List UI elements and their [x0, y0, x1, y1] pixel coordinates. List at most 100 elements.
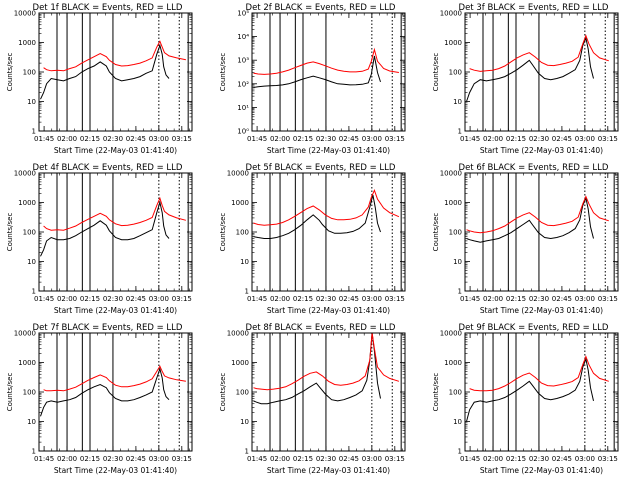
x-tick-label: 03:15	[385, 135, 405, 143]
plot-frame	[251, 172, 406, 292]
y-tick-label: 100	[23, 389, 36, 397]
series-lld	[43, 196, 187, 231]
series-lld	[469, 34, 609, 72]
y-tick-label: 100	[236, 389, 249, 397]
x-tick-label: 01:45	[247, 455, 267, 463]
y-tick-label: 100	[236, 229, 249, 237]
x-axis-label: Start Time (22-May-03 01:41:40)	[267, 466, 390, 475]
series-events	[253, 55, 381, 88]
x-tick-label: 02:45	[552, 455, 572, 463]
y-axis-label: Counts/sec	[432, 373, 440, 412]
panel-8: Det 8f BLACK = Events, RED = LLD Counts/s…	[219, 323, 406, 475]
series-lld	[43, 40, 187, 72]
y-axis-label: Counts/sec	[432, 213, 440, 252]
x-tick-label: 02:00	[57, 135, 77, 143]
x-tick-label: 03:00	[149, 455, 169, 463]
plot-frame	[38, 12, 193, 132]
y-axis-label: Counts/sec	[219, 213, 227, 252]
y-tick-label: 10	[27, 418, 36, 426]
y-tick-label: 1	[32, 288, 36, 296]
panel-1: Det 1f BLACK = Events, RED = LLD Counts/s…	[6, 3, 193, 155]
x-tick-label: 02:30	[103, 295, 123, 303]
series-lld	[469, 355, 609, 392]
y-tick-label: 10000	[227, 330, 249, 338]
x-tick-label: 02:30	[103, 135, 123, 143]
y-tick-label: 10000	[14, 170, 36, 178]
series-events	[466, 357, 594, 422]
x-tick-label: 03:15	[598, 295, 618, 303]
x-tick-label: 02:00	[270, 135, 290, 143]
x-axis-label: Start Time (22-May-03 01:41:40)	[267, 146, 390, 155]
x-tick-label: 02:00	[270, 455, 290, 463]
y-tick-label: 10	[453, 418, 462, 426]
x-tick-label: 03:15	[172, 135, 192, 143]
y-tick-label: 10	[453, 258, 462, 266]
y-tick-label: 10	[240, 258, 249, 266]
x-tick-label: 03:00	[149, 135, 169, 143]
series-lld	[253, 333, 400, 391]
x-tick-label: 02:30	[529, 455, 549, 463]
x-tick-label: 03:00	[149, 295, 169, 303]
x-tick-label: 03:00	[362, 455, 382, 463]
series-events	[40, 43, 170, 100]
plot-frame	[464, 12, 619, 132]
x-tick-label: 02:15	[506, 135, 526, 143]
y-tick-label: 1	[458, 288, 462, 296]
x-tick-label: 03:00	[362, 135, 382, 143]
y-tick-label: 10	[240, 418, 249, 426]
x-tick-label: 02:45	[339, 135, 359, 143]
x-tick-label: 03:00	[575, 135, 595, 143]
x-tick-label: 02:45	[126, 135, 146, 143]
x-tick-label: 02:00	[57, 295, 77, 303]
panel-5: Det 5f BLACK = Events, RED = LLD Counts/s…	[219, 163, 406, 315]
y-tick-label: 1000	[444, 39, 462, 47]
series-events	[253, 333, 381, 405]
x-tick-label: 02:30	[316, 135, 336, 143]
y-tick-label: 10000	[14, 330, 36, 338]
x-tick-label: 03:15	[172, 455, 192, 463]
y-tick-label: 100	[23, 69, 36, 77]
x-tick-label: 02:00	[483, 135, 503, 143]
x-axis-label: Start Time (22-May-03 01:41:40)	[54, 306, 177, 315]
panel-title: Det 9f BLACK = Events, RED = LLD	[459, 323, 609, 333]
y-tick-label: 10	[27, 98, 36, 106]
x-tick-label: 02:45	[552, 135, 572, 143]
panel-title: Det 7f BLACK = Events, RED = LLD	[33, 323, 183, 333]
series-events	[40, 200, 170, 257]
x-tick-label: 03:00	[362, 295, 382, 303]
panel-title: Det 6f BLACK = Events, RED = LLD	[459, 163, 609, 173]
y-tick-label: 10²	[237, 80, 249, 88]
y-tick-label: 1	[458, 128, 462, 136]
plot-frame	[464, 332, 619, 452]
y-tick-label: 1000	[18, 359, 36, 367]
x-tick-label: 02:45	[126, 295, 146, 303]
x-axis-label: Start Time (22-May-03 01:41:40)	[480, 306, 603, 315]
panel-6: Det 6f BLACK = Events, RED = LLD Counts/s…	[432, 163, 619, 315]
series-lld	[43, 365, 186, 392]
y-tick-label: 1000	[444, 199, 462, 207]
panel-title: Det 1f BLACK = Events, RED = LLD	[33, 3, 183, 13]
x-tick-label: 02:00	[57, 455, 77, 463]
panel-title: Det 5f BLACK = Events, RED = LLD	[246, 163, 396, 173]
y-tick-label: 100	[449, 389, 462, 397]
x-tick-label: 03:15	[385, 295, 405, 303]
x-tick-label: 02:15	[506, 455, 526, 463]
series-events	[466, 196, 594, 243]
y-tick-label: 1	[245, 288, 249, 296]
plot-frame	[38, 332, 193, 452]
series-lld	[253, 188, 400, 226]
y-tick-label: 10⁵	[237, 10, 249, 18]
y-axis-label: Counts/sec	[6, 373, 14, 412]
x-tick-label: 03:15	[598, 455, 618, 463]
y-tick-label: 10³	[237, 57, 249, 65]
y-tick-label: 1	[458, 448, 462, 456]
x-tick-label: 03:15	[385, 455, 405, 463]
x-tick-label: 02:15	[506, 295, 526, 303]
y-axis-label: Counts/sec	[219, 373, 227, 412]
y-axis-label: Counts/sec	[6, 53, 14, 92]
y-tick-label: 10000	[440, 10, 462, 18]
y-tick-label: 10⁰	[237, 128, 249, 136]
y-tick-label: 1000	[231, 199, 249, 207]
y-tick-label: 10	[27, 258, 36, 266]
panel-7: Det 7f BLACK = Events, RED = LLD Counts/s…	[6, 323, 193, 475]
